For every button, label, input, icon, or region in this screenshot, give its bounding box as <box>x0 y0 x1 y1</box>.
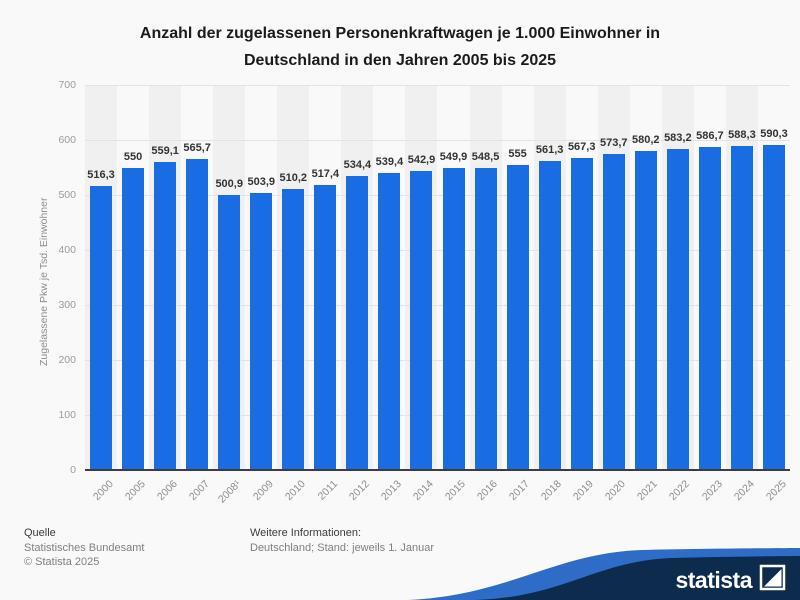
bar <box>378 173 401 470</box>
bar <box>730 146 753 470</box>
bar-value-label: 567,3 <box>567 140 596 153</box>
bar-value-label: 517,4 <box>311 168 340 181</box>
gridline <box>85 85 790 86</box>
bar-value-label: 548,5 <box>471 151 500 164</box>
gridline <box>85 195 790 196</box>
x-tick-label: 2025 <box>763 478 789 504</box>
x-tick-label: 2017 <box>507 478 533 504</box>
x-tick-label: 2022 <box>667 478 693 504</box>
x-tick-label: 2018 <box>539 478 565 504</box>
bar <box>314 185 337 470</box>
bar <box>410 171 433 470</box>
y-tick-label: 700 <box>58 79 76 91</box>
logo-wordmark: statista <box>675 567 752 593</box>
gridline <box>85 140 790 141</box>
source-text: Statistisches Bundesamt <box>24 542 145 554</box>
bar-value-label: 503,9 <box>247 175 276 188</box>
chart-title-line1: Anzahl der zugelassenen Personenkraftwag… <box>139 25 661 42</box>
bar-value-label: 539,4 <box>375 156 404 169</box>
bar-value-label: 565,7 <box>183 141 211 154</box>
x-tick-label: 2007 <box>186 478 212 504</box>
gridline <box>85 415 790 416</box>
bar <box>698 147 721 470</box>
bar <box>570 157 593 470</box>
bar <box>538 161 561 470</box>
bar-value-label: 561,3 <box>535 144 564 157</box>
bar <box>506 164 529 470</box>
copyright-text: © Statista 2025 <box>24 556 100 568</box>
bar <box>122 167 145 470</box>
bar-value-label: 510,2 <box>279 172 308 185</box>
x-tick-label: 2000 <box>90 478 116 504</box>
bar-value-label: 500,9 <box>215 177 243 190</box>
bar <box>282 189 305 470</box>
bar <box>634 150 657 470</box>
gridline <box>85 360 790 361</box>
y-tick-label: 200 <box>58 354 76 366</box>
bar <box>186 158 209 470</box>
x-tick-label: 2016 <box>475 478 501 504</box>
bar <box>250 192 273 470</box>
bar-value-label: 555 <box>508 147 527 160</box>
x-tick-label: 2011 <box>315 478 340 503</box>
x-tick-label: 2019 <box>571 478 597 504</box>
x-axis-line <box>85 469 790 471</box>
bar <box>442 167 465 470</box>
bar-value-label: 583,2 <box>664 132 692 145</box>
info-text: Deutschland; Stand: jeweils 1. Januar <box>250 542 435 554</box>
bar-value-label: 588,3 <box>728 129 756 142</box>
gridline <box>85 305 790 306</box>
bar-value-label: 516,3 <box>87 169 115 182</box>
x-tick-label: 2006 <box>154 478 180 504</box>
bar-value-label: 559,1 <box>151 145 179 158</box>
y-tick-label: 0 <box>70 464 76 476</box>
bar <box>602 154 625 470</box>
bar-value-label: 586,7 <box>696 130 724 143</box>
x-tick-label: 2014 <box>410 478 436 504</box>
bar <box>762 145 785 470</box>
chart-title-line2: Deutschland in den Jahren 2005 bis 2025 <box>243 52 557 69</box>
x-tick-label: 2012 <box>346 478 372 504</box>
chart-title: Anzahl der zugelassenen Personenkraftwag… <box>0 20 800 74</box>
logo-navy-wave <box>475 556 800 600</box>
bar <box>90 186 113 470</box>
x-tick-label: 2023 <box>699 478 725 504</box>
x-tick-label: 2020 <box>603 478 629 504</box>
y-tick-label: 400 <box>58 244 76 256</box>
statista-logo: statista <box>408 548 800 600</box>
y-tick-label: 100 <box>58 409 76 421</box>
gridline <box>85 250 790 251</box>
source-label: Quelle <box>24 527 56 539</box>
y-axis-title: Zugelassene Pkw je Tsd. Einwohner <box>38 197 50 366</box>
x-tick-label: 2015 <box>443 478 469 504</box>
bar-value-label: 580,2 <box>632 133 660 146</box>
bar <box>154 162 177 470</box>
y-tick-label: 500 <box>58 189 76 201</box>
bar-value-label: 534,4 <box>343 159 372 172</box>
x-tick-label: 2005 <box>122 478 148 504</box>
bar <box>666 149 689 470</box>
x-tick-label: 2010 <box>282 478 308 504</box>
y-tick-label: 600 <box>58 134 76 146</box>
bar-value-label: 590,3 <box>760 128 788 141</box>
bar-value-label: 542,9 <box>407 154 436 167</box>
bar-value-label: 573,7 <box>599 137 628 150</box>
bar-value-label: 549,9 <box>439 150 468 163</box>
bar-value-label: 550 <box>123 150 143 163</box>
x-tick-label: 2013 <box>378 478 404 504</box>
statista-mark-icon <box>759 564 786 591</box>
x-tick-label: 2021 <box>635 478 661 504</box>
bar <box>218 194 241 470</box>
y-tick-label: 300 <box>58 299 76 311</box>
x-tick-label: 2009 <box>250 478 276 504</box>
x-tick-label: 2008¹ <box>216 478 244 506</box>
info-label: Weitere Informationen: <box>250 527 362 539</box>
bar <box>346 176 369 470</box>
x-tick-label: 2024 <box>731 478 757 504</box>
bar <box>474 168 497 470</box>
